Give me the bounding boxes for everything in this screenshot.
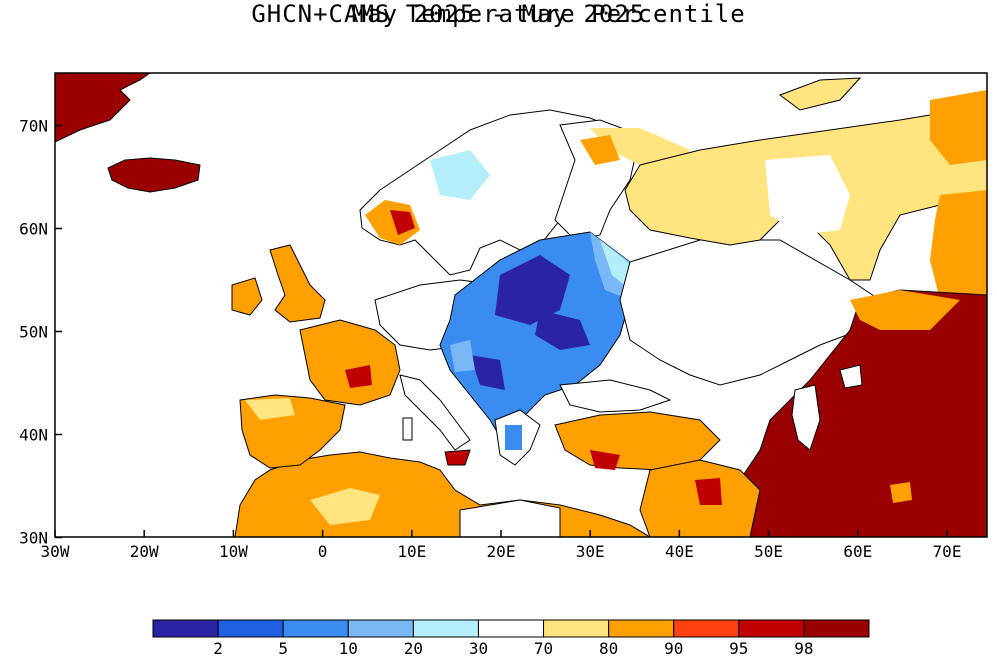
novaya-zemlya-warm (778, 77, 862, 111)
legend-swatch (738, 619, 805, 638)
y-tick-label: 40N (19, 426, 48, 445)
legend-label: 5 (278, 639, 288, 658)
x-tick-label: 30W (41, 542, 70, 561)
legend-swatch (543, 619, 610, 638)
hungary-cool-area (450, 340, 475, 372)
norway-hot-spot (365, 200, 420, 245)
black-sea (559, 379, 672, 413)
greece-cool-patch (505, 425, 522, 450)
x-axis: 30W 20W 10W 0 10E 20E 30E 40E 50E 60E 70E (41, 530, 962, 561)
ireland-landmass (231, 277, 263, 316)
egypt-white-area (459, 499, 561, 537)
legend-swatch (412, 619, 479, 638)
x-tick-label: 20E (487, 542, 516, 561)
kazakhstan-hot-region (719, 289, 987, 537)
legend-label: 10 (339, 639, 358, 658)
legend-label: 90 (664, 639, 683, 658)
x-tick-label: 30E (576, 542, 605, 561)
balkans-cold-patch (470, 355, 505, 390)
legend-swatch (217, 619, 284, 638)
legend-label: 95 (729, 639, 748, 658)
y-axis: 70N 60N 50N 40N 30N (19, 117, 62, 548)
sardinia-landmass (402, 417, 413, 441)
x-tick-label: 60E (843, 542, 872, 561)
x-tick-label: 0 (318, 542, 328, 561)
western-russia-landmass (619, 239, 881, 386)
legend-swatch (477, 619, 545, 638)
poland-coldest-core (495, 255, 570, 325)
ural-hot-region (930, 190, 987, 300)
kola-hot-area (580, 135, 620, 165)
x-tick-label: 20W (130, 542, 159, 561)
color-legend: 2 5 10 20 30 70 80 90 95 98 (152, 619, 870, 658)
map-title: GHCN+CAMS Temperature Percentile (251, 0, 746, 28)
norway-hot-core (390, 210, 415, 235)
sweden-cool-area (430, 150, 490, 200)
legend-swatch (803, 619, 870, 638)
x-tick-label: 50E (754, 542, 783, 561)
france-landmass (299, 319, 401, 406)
kazakhstan-north-fringe (850, 290, 960, 330)
legend-label: 80 (599, 639, 618, 658)
x-tick-label: 70E (933, 542, 962, 561)
legend-label: 98 (794, 639, 813, 658)
y-tick-label: 30N (19, 529, 48, 548)
russia-white-patch (765, 155, 850, 235)
iceland-landmass (107, 157, 201, 193)
afghanistan-warm-spot (890, 482, 912, 503)
y-tick-label: 70N (19, 117, 48, 136)
northeast-hot-area (930, 90, 987, 165)
caspian-sea (791, 384, 821, 451)
map-subtitle: May 2025 - May 2025 (351, 0, 646, 28)
legend-label: 70 (534, 639, 553, 658)
aral-sea (839, 364, 863, 389)
great-britain-landmass (269, 244, 326, 323)
sicily-landmass (444, 449, 471, 466)
y-tick-label: 50N (19, 323, 48, 342)
iberia-warm-patch (245, 398, 295, 420)
iraq-hot-spot (695, 478, 722, 505)
y-tick-label: 60N (19, 220, 48, 239)
italy-landmass (399, 374, 471, 451)
plot-frame (54, 72, 988, 538)
map-plot-area (55, 73, 987, 537)
legend-label: 30 (469, 639, 488, 658)
legend-swatch (347, 619, 414, 638)
legend-label: 2 (213, 639, 223, 658)
france-hot-patch (345, 365, 372, 388)
legend-swatch (152, 619, 219, 638)
legend-swatch (282, 619, 349, 638)
legend-swatch (673, 619, 740, 638)
legend-label: 20 (404, 639, 423, 658)
turkey-hot-spot (590, 450, 620, 470)
greenland-landmass (55, 73, 151, 143)
legend-swatch (608, 619, 675, 638)
libya-warm-area (310, 488, 380, 525)
x-tick-label: 10W (219, 542, 248, 561)
belarus-coldest-core (535, 310, 590, 350)
eastern-europe-cold-region (439, 231, 631, 446)
x-tick-label: 10E (397, 542, 426, 561)
x-tick-label: 40E (665, 542, 694, 561)
